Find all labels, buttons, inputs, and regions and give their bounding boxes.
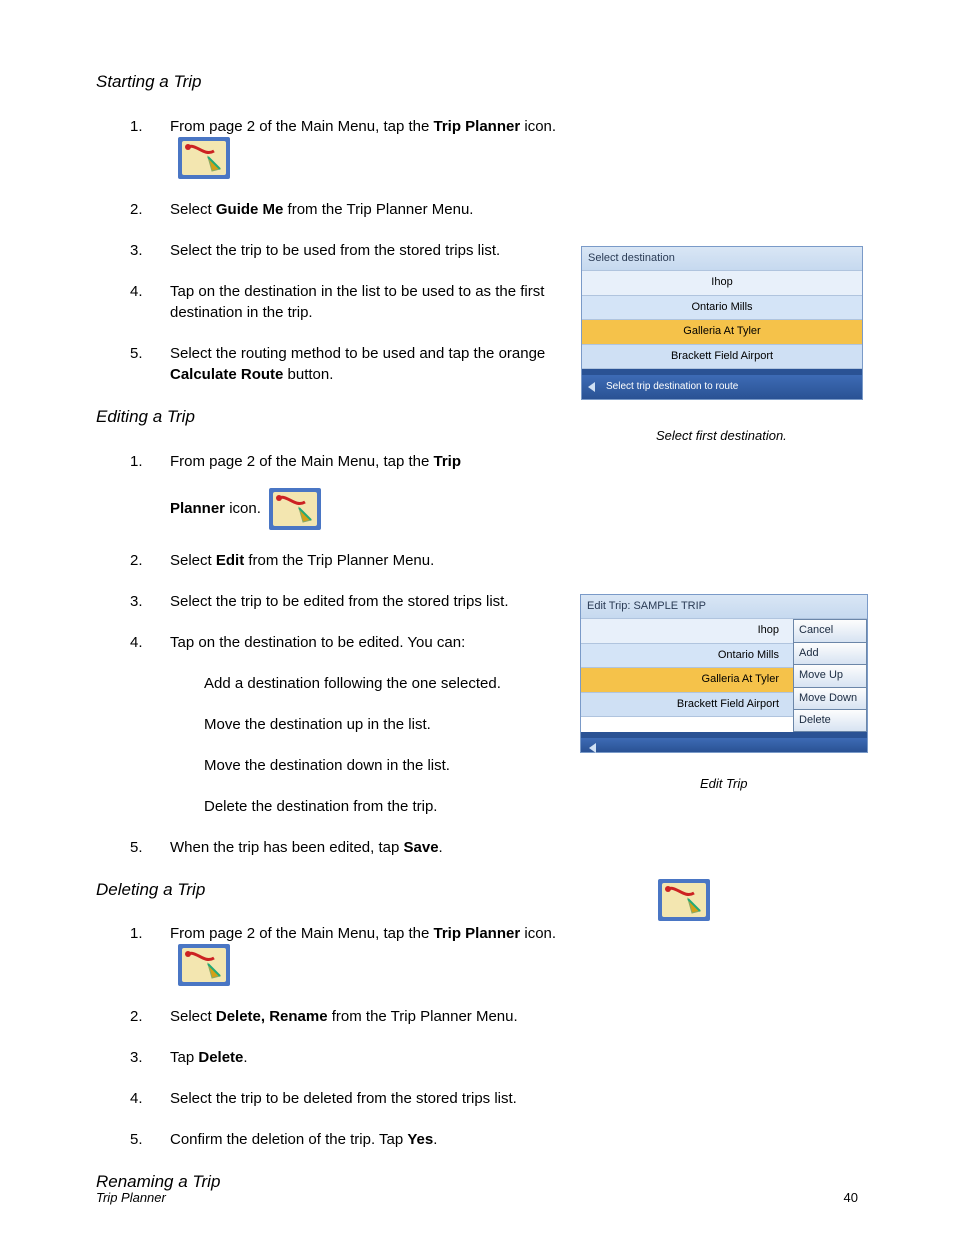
step-text: Tap Delete. bbox=[170, 1047, 566, 1068]
step-text: Select the trip to be deleted from the s… bbox=[170, 1088, 566, 1109]
step-text: Select Guide Me from the Trip Planner Me… bbox=[170, 199, 566, 220]
step-item: 3.Select the trip to be edited from the … bbox=[170, 591, 566, 612]
select-destination-panel: Select destination IhopOntario MillsGall… bbox=[581, 246, 863, 400]
page-footer: Trip Planner 40 bbox=[96, 1189, 858, 1207]
edit-move-down-button[interactable]: Move Down bbox=[793, 688, 867, 710]
step-subtext: Delete the destination from the trip. bbox=[204, 796, 566, 817]
select-destination-footer: Select trip destination to route bbox=[582, 369, 862, 399]
step-number: 5. bbox=[130, 837, 143, 858]
section-title-starting: Starting a Trip bbox=[96, 70, 858, 94]
trip-planner-icon bbox=[269, 488, 321, 530]
step-number: 2. bbox=[130, 199, 143, 220]
bold-term: Edit bbox=[216, 552, 244, 569]
bold-term: Planner bbox=[170, 500, 225, 517]
step-text: Select the trip to be used from the stor… bbox=[170, 240, 566, 261]
step-subtext: Move the destination up in the list. bbox=[204, 714, 566, 735]
step-number: 5. bbox=[130, 343, 143, 364]
edit-destination-row[interactable]: Ihop bbox=[581, 619, 793, 643]
steps-starting: 1. From page 2 of the Main Menu, tap the … bbox=[96, 116, 566, 385]
destination-row[interactable]: Galleria At Tyler bbox=[582, 320, 862, 344]
step-text: From page 2 of the Main Menu, tap the Tr… bbox=[170, 116, 566, 179]
step-item: 2.Select Guide Me from the Trip Planner … bbox=[170, 199, 566, 220]
edit-destination-row[interactable]: Brackett Field Airport bbox=[581, 693, 793, 717]
step-number: 1. bbox=[130, 923, 143, 944]
back-icon[interactable] bbox=[588, 382, 595, 392]
step-subtext: Move the destination down in the list. bbox=[204, 755, 566, 776]
step-item: 2.Select Edit from the Trip Planner Menu… bbox=[170, 550, 566, 571]
trip-planner-icon bbox=[178, 137, 230, 179]
trip-planner-icon bbox=[178, 944, 230, 986]
step-number: 2. bbox=[130, 1006, 143, 1027]
step-item: 4.Tap on the destination to be edited. Y… bbox=[170, 632, 566, 817]
section-title-editing: Editing a Trip bbox=[96, 405, 858, 429]
page-number: 40 bbox=[844, 1189, 858, 1207]
step-text: Select Delete, Rename from the Trip Plan… bbox=[170, 1006, 566, 1027]
select-destination-footer-text: Select trip destination to route bbox=[606, 381, 738, 392]
step-number: 5. bbox=[130, 1129, 143, 1150]
bold-term: Guide Me bbox=[216, 201, 284, 218]
bold-term: Delete, Rename bbox=[216, 1008, 328, 1025]
bold-term: Trip Planner bbox=[433, 925, 520, 942]
step-number: 4. bbox=[130, 632, 143, 653]
select-destination-header: Select destination bbox=[582, 247, 862, 271]
edit-trip-header: Edit Trip: SAMPLE TRIP bbox=[581, 595, 867, 619]
destination-row[interactable]: Brackett Field Airport bbox=[582, 345, 862, 369]
edit-trip-footer bbox=[581, 732, 867, 752]
step-number: 4. bbox=[130, 1088, 143, 1109]
step-number: 4. bbox=[130, 281, 143, 302]
edit-cancel-button[interactable]: Cancel bbox=[793, 619, 867, 642]
section-title-deleting: Deleting a Trip bbox=[96, 878, 858, 902]
edit-destination-row[interactable]: Galleria At Tyler bbox=[581, 668, 793, 692]
step-text: From page 2 of the Main Menu, tap the Tr… bbox=[170, 923, 566, 986]
edit-destination-row[interactable]: Ontario Mills bbox=[581, 644, 793, 668]
step-item: 4.Select the trip to be deleted from the… bbox=[170, 1088, 566, 1109]
step-item: 1.From page 2 of the Main Menu, tap the … bbox=[170, 923, 566, 986]
step-number: 1. bbox=[130, 116, 143, 137]
step-subtext: Add a destination following the one sele… bbox=[204, 673, 566, 694]
destination-row[interactable]: Ihop bbox=[582, 271, 862, 295]
step-item: 1.From page 2 of the Main Menu, tap the … bbox=[170, 116, 566, 179]
edit-trip-panel: Edit Trip: SAMPLE TRIP IhopOntario Mills… bbox=[580, 594, 868, 753]
bold-term: Calculate Route bbox=[170, 366, 283, 383]
step-text: Select the trip to be edited from the st… bbox=[170, 591, 566, 612]
steps-editing: 1. From page 2 of the Main Menu, tap the … bbox=[96, 451, 566, 858]
step-item: 3.Select the trip to be used from the st… bbox=[170, 240, 566, 261]
step-number: 1. bbox=[130, 451, 143, 472]
step-text: From page 2 of the Main Menu, tap the Tr… bbox=[170, 451, 566, 472]
edit-add-button[interactable]: Add bbox=[793, 643, 867, 665]
edit-move-up-button[interactable]: Move Up bbox=[793, 665, 867, 687]
footer-section-name: Trip Planner bbox=[96, 1189, 166, 1207]
back-icon[interactable] bbox=[589, 743, 596, 753]
step-item: 5.When the trip has been edited, tap Sav… bbox=[170, 837, 566, 858]
step-item: 3.Tap Delete. bbox=[170, 1047, 566, 1068]
trip-planner-icon bbox=[658, 879, 710, 921]
step-text: Select Edit from the Trip Planner Menu. bbox=[170, 550, 566, 571]
bold-term: Trip bbox=[433, 453, 461, 470]
step-item: 5.Select the routing method to be used a… bbox=[170, 343, 566, 385]
step-item: 4.Tap on the destination in the list to … bbox=[170, 281, 566, 323]
edit-trip-caption: Edit Trip bbox=[700, 775, 747, 793]
bold-term: Delete bbox=[198, 1049, 243, 1066]
step-item: 5.Confirm the deletion of the trip. Tap … bbox=[170, 1129, 566, 1150]
select-destination-caption: Select first destination. bbox=[656, 427, 787, 445]
step-number: 3. bbox=[130, 240, 143, 261]
steps-deleting: 1. From page 2 of the Main Menu, tap the … bbox=[96, 923, 566, 1150]
destination-row[interactable]: Ontario Mills bbox=[582, 296, 862, 320]
step-number: 3. bbox=[130, 591, 143, 612]
bold-term: Save bbox=[404, 839, 439, 856]
step-item: 2.Select Delete, Rename from the Trip Pl… bbox=[170, 1006, 566, 1027]
step-text: Tap on the destination to be edited. You… bbox=[170, 632, 566, 653]
edit-delete-button[interactable]: Delete bbox=[793, 710, 867, 732]
step-text: When the trip has been edited, tap Save. bbox=[170, 837, 566, 858]
bold-term: Trip Planner bbox=[433, 118, 520, 135]
step-text: Select the routing method to be used and… bbox=[170, 343, 566, 385]
step-number: 3. bbox=[130, 1047, 143, 1068]
step-text: Confirm the deletion of the trip. Tap Ye… bbox=[170, 1129, 566, 1150]
step-text: Tap on the destination in the list to be… bbox=[170, 281, 566, 323]
step-number: 2. bbox=[130, 550, 143, 571]
bold-term: Yes bbox=[407, 1131, 433, 1148]
step-item: 1.From page 2 of the Main Menu, tap the … bbox=[170, 451, 566, 530]
